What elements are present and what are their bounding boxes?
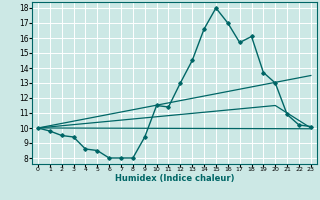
X-axis label: Humidex (Indice chaleur): Humidex (Indice chaleur) <box>115 174 234 183</box>
